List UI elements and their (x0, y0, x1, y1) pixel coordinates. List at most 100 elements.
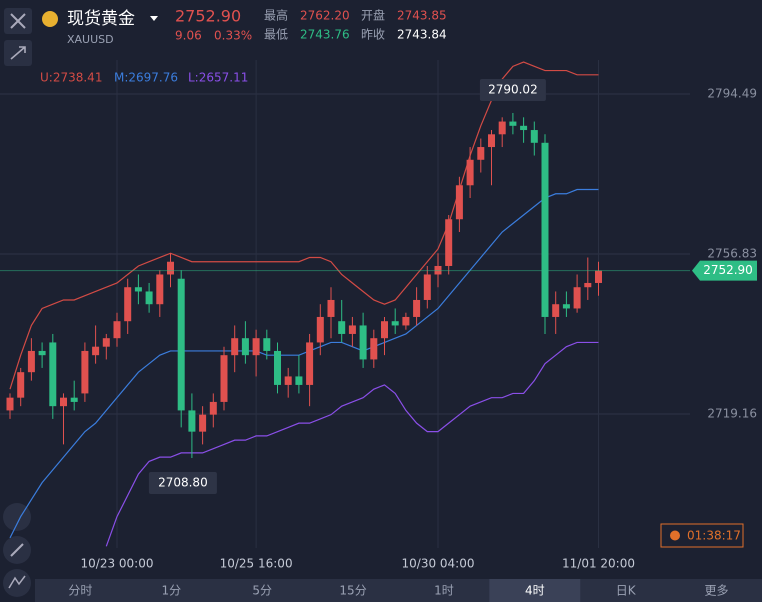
x-tick-label: 10/23 00:00 (81, 557, 154, 571)
candle-body (17, 372, 25, 398)
tab[interactable]: 1时 (434, 584, 454, 598)
candle-body (124, 287, 132, 322)
low-label-box (148, 471, 217, 494)
band-line (9, 188, 599, 539)
candle-body (520, 125, 528, 131)
legend-entry: M:2697.76 (114, 71, 178, 85)
pen-icon (10, 543, 24, 557)
tab[interactable]: 分时 (68, 584, 92, 598)
stat-value: 2743.76 (300, 28, 350, 42)
candle-body (359, 325, 367, 360)
countdown-box (660, 523, 744, 548)
candle-body (391, 321, 399, 326)
candle-body (338, 321, 346, 334)
tab[interactable]: 日K (616, 584, 637, 598)
gold-icon (42, 11, 58, 27)
candle-body (263, 338, 271, 351)
legend-entry: U:2738.41 (40, 71, 102, 85)
candle-body (573, 287, 581, 309)
last-price-tag (692, 260, 757, 281)
candle-body (220, 355, 228, 402)
candle-body (327, 299, 335, 317)
candle-body (145, 291, 153, 305)
stat-label: 最高 (264, 8, 288, 23)
fullscreen-icon (10, 46, 26, 60)
countdown: 01:38:17 (687, 529, 741, 543)
candle-body (102, 338, 110, 347)
tab[interactable]: 4时 (525, 584, 545, 598)
tab-bar (35, 579, 762, 602)
tab[interactable]: 1分 (161, 584, 181, 598)
candle-body (38, 350, 46, 356)
candle-body (27, 350, 35, 373)
instrument-title: 现货黄金 (67, 9, 135, 29)
candle-body (316, 316, 324, 343)
line-button[interactable] (3, 569, 31, 597)
change-pct: 0.33% (214, 29, 252, 43)
y-tick-label: 2794.49 (707, 86, 757, 100)
candle-body (295, 376, 303, 385)
candle-body (70, 397, 78, 402)
x-tick-label: 11/01 20:00 (562, 557, 635, 571)
candle-body (6, 397, 14, 411)
tab[interactable]: 15分 (339, 584, 366, 598)
candle-body (284, 376, 292, 385)
high-label: 2790.02 (488, 82, 538, 96)
stat-value: 2762.20 (300, 9, 350, 23)
candle-body (381, 321, 388, 339)
candle-body (188, 410, 196, 432)
candle-body (488, 134, 495, 148)
change: 9.06 (175, 29, 202, 43)
candle-body (306, 342, 314, 385)
candle-body (241, 338, 249, 356)
candle-body (370, 338, 378, 360)
candle-body (92, 346, 100, 356)
close-icon (10, 13, 26, 29)
stat-label: 最低 (264, 28, 288, 42)
tab-active-bg (489, 579, 581, 602)
symbol: XAUUSD (67, 33, 114, 46)
last-price: 2752.90 (175, 7, 241, 26)
y-tick-label: 2756.83 (707, 246, 757, 260)
candle-body (552, 304, 560, 317)
candle-body (199, 414, 207, 432)
x-tick-label: 10/30 04:00 (402, 557, 475, 571)
candle-body (167, 261, 174, 275)
candle-body (60, 397, 67, 407)
dropdown-arrow[interactable] (150, 16, 158, 21)
candle-body (530, 130, 538, 143)
candle-body (595, 270, 602, 283)
candle-body (445, 219, 453, 266)
candle-body (252, 338, 260, 356)
low-label: 2708.80 (158, 475, 208, 489)
candle-body (466, 159, 474, 186)
candle-body (562, 304, 570, 309)
indicator-button[interactable] (3, 503, 31, 531)
candle-body (177, 278, 185, 411)
stat-label: 昨收 (361, 28, 385, 42)
x-tick-label: 10/25 16:00 (220, 557, 293, 571)
stat-value: 2743.84 (397, 28, 447, 42)
tab[interactable]: 5分 (252, 584, 272, 598)
candle-body (423, 274, 431, 300)
stat-value: 2743.85 (397, 9, 447, 23)
band-line (105, 341, 599, 547)
candle-body (134, 287, 142, 292)
candle-body (113, 321, 121, 339)
candle-body (402, 316, 410, 326)
stat-label: 开盘 (361, 8, 385, 23)
candle-body (498, 121, 506, 135)
candle-body (348, 325, 356, 334)
candle-body (541, 142, 549, 317)
candle-body (274, 350, 281, 385)
candle-body (156, 274, 164, 305)
candle-body (81, 350, 89, 394)
candle-body (49, 342, 57, 407)
high-label-box (479, 78, 546, 101)
candle-body (584, 282, 592, 288)
tab[interactable]: 更多 (705, 584, 729, 598)
candle-body (413, 299, 421, 317)
candle-body (455, 185, 463, 220)
